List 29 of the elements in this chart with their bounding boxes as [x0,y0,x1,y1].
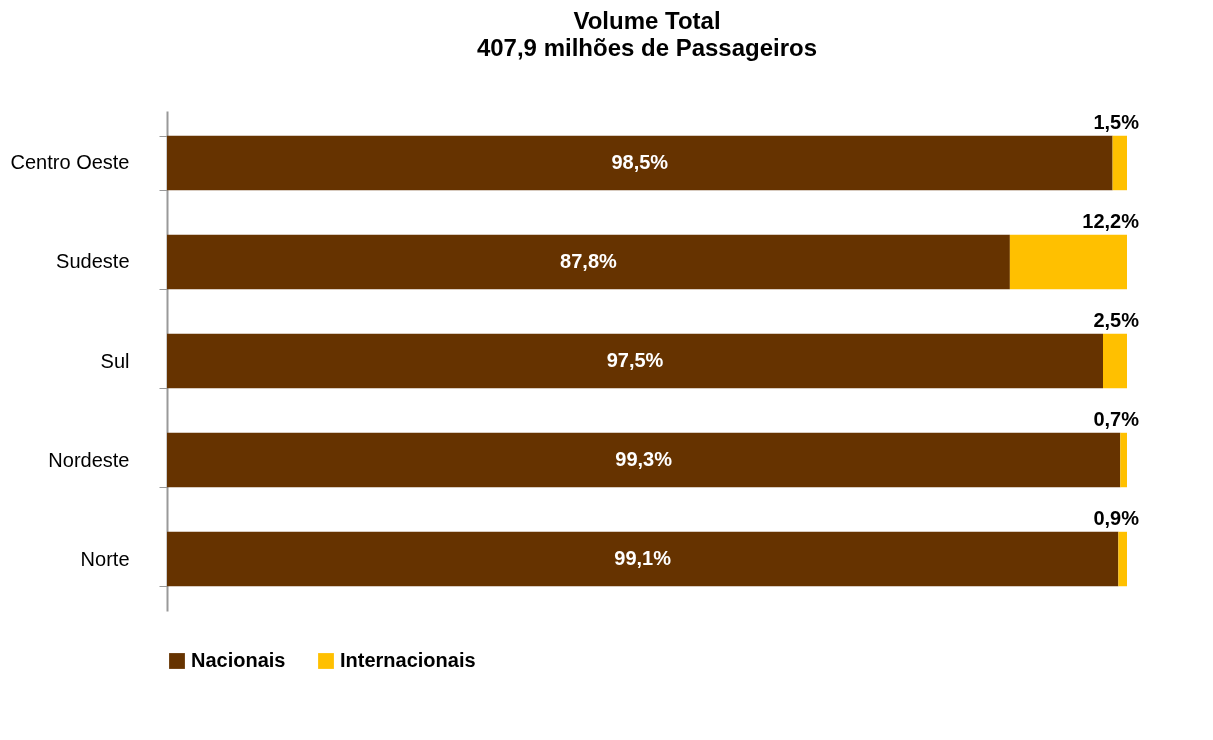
data-label: 87,8% [560,249,618,272]
bar [167,531,1119,587]
data-label: 1,5% [1093,110,1140,133]
legend-label: Internacionais [340,649,476,671]
bar [167,333,1103,389]
bar [1118,531,1127,587]
bar [1009,234,1127,290]
data-label: 0,9% [1093,507,1140,530]
y-tick-label: Sul [100,349,130,372]
bar [1120,432,1127,488]
data-label: 12,2% [1082,209,1140,232]
bar [167,234,1010,290]
data-label: 99,1% [614,547,672,570]
data-label: 2,5% [1093,309,1140,331]
bar [167,135,1113,191]
y-tick-label: Nordeste [48,448,130,471]
y-tick-label: Norte [80,547,130,570]
y-tick-label: Sudeste [56,250,130,273]
legend-label: Nacionais [191,649,286,671]
bar [1103,333,1127,389]
data-label: 99,3% [615,448,673,471]
bar [1112,135,1127,191]
data-label: 0,7% [1093,408,1140,431]
bar [167,432,1121,488]
data-label: 97,5% [606,349,664,371]
chart-subtitle: 407,9 milhões de Passageiros [476,34,818,61]
y-tick-label: Centro Oeste [10,151,130,174]
chart-title: Volume Total [573,7,721,34]
data-label: 98,5% [611,150,669,173]
